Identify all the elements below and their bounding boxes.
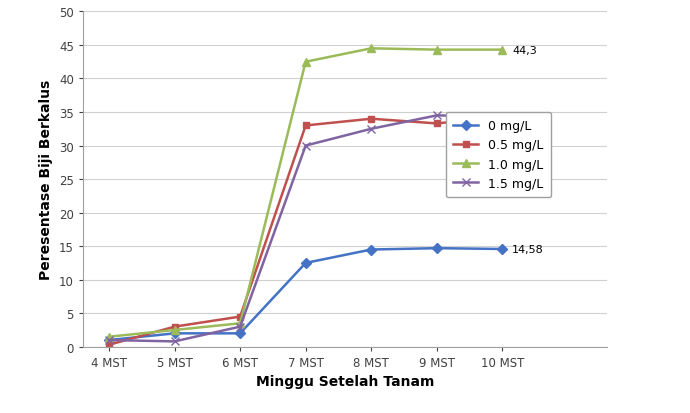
1.5 mg/L bbox=[170, 339, 179, 344]
X-axis label: Minggu Setelah Tanam: Minggu Setelah Tanam bbox=[256, 375, 434, 388]
Text: 34,3: 34,3 bbox=[512, 112, 537, 122]
Line: 0.5 mg/L: 0.5 mg/L bbox=[106, 114, 506, 349]
0.5 mg/L bbox=[498, 115, 506, 120]
0 mg/L bbox=[498, 247, 506, 252]
0 mg/L bbox=[433, 246, 441, 251]
0.5 mg/L bbox=[105, 342, 113, 347]
1.5 mg/L bbox=[367, 127, 375, 132]
Text: 44,3: 44,3 bbox=[512, 45, 537, 55]
1.5 mg/L bbox=[302, 144, 310, 149]
Legend: 0 mg/L, 0.5 mg/L, 1.0 mg/L, 1.5 mg/L: 0 mg/L, 0.5 mg/L, 1.0 mg/L, 1.5 mg/L bbox=[446, 112, 551, 198]
1.0 mg/L bbox=[105, 335, 113, 339]
Text: 14,58: 14,58 bbox=[512, 244, 544, 254]
0 mg/L bbox=[367, 247, 375, 252]
0.5 mg/L bbox=[433, 122, 441, 127]
1.5 mg/L bbox=[236, 324, 244, 329]
1.0 mg/L bbox=[367, 47, 375, 52]
1.0 mg/L bbox=[170, 328, 179, 333]
0 mg/L bbox=[170, 331, 179, 336]
0 mg/L bbox=[236, 331, 244, 336]
1.0 mg/L bbox=[498, 48, 506, 53]
Line: 1.5 mg/L: 1.5 mg/L bbox=[105, 112, 506, 346]
0.5 mg/L bbox=[236, 314, 244, 319]
1.5 mg/L bbox=[433, 114, 441, 119]
0 mg/L bbox=[302, 261, 310, 266]
0.5 mg/L bbox=[367, 117, 375, 122]
1.5 mg/L bbox=[498, 115, 506, 120]
Line: 0 mg/L: 0 mg/L bbox=[106, 245, 506, 344]
1.0 mg/L bbox=[433, 48, 441, 53]
0.5 mg/L bbox=[302, 123, 310, 128]
0 mg/L bbox=[105, 338, 113, 343]
1.0 mg/L bbox=[302, 60, 310, 65]
1.0 mg/L bbox=[236, 321, 244, 326]
Line: 1.0 mg/L: 1.0 mg/L bbox=[105, 45, 506, 341]
1.5 mg/L bbox=[105, 338, 113, 343]
Y-axis label: Peresentase Biji Berkalus: Peresentase Biji Berkalus bbox=[39, 80, 53, 280]
0.5 mg/L bbox=[170, 324, 179, 329]
